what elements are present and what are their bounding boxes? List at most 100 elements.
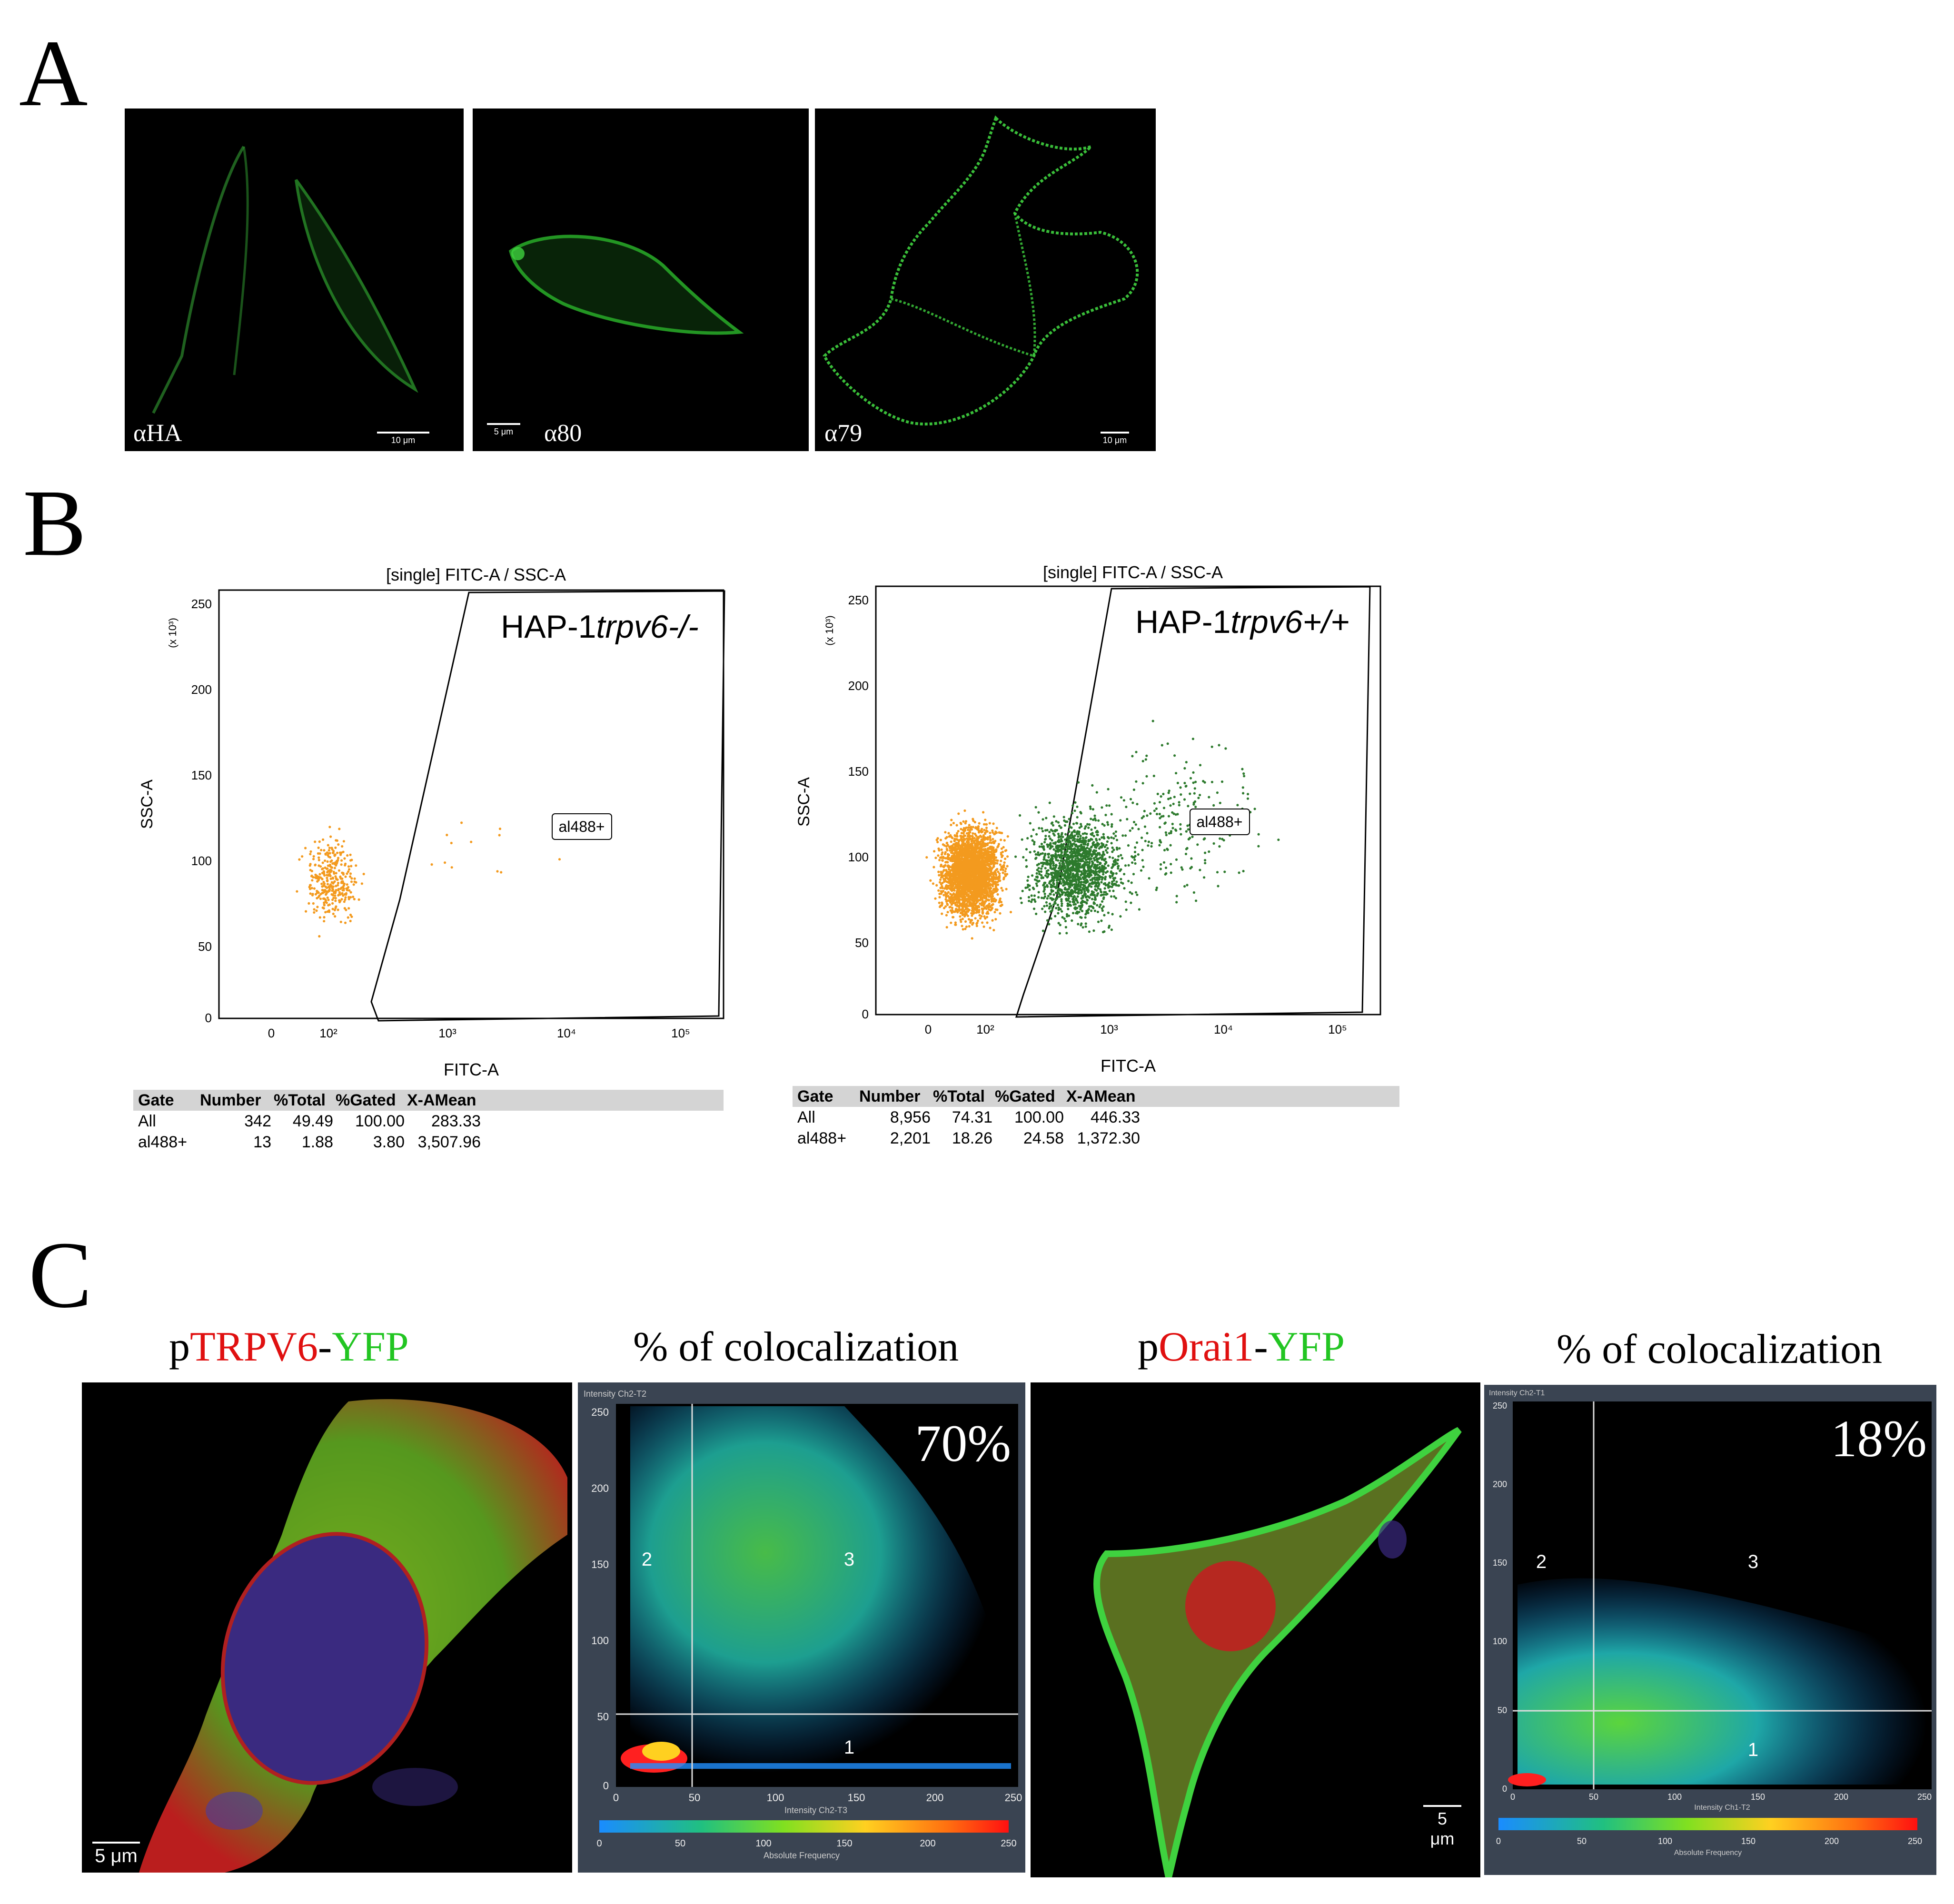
flow-event-dot — [1131, 755, 1134, 758]
flow-event-dot — [1069, 876, 1071, 879]
flow-event-dot — [1143, 809, 1146, 812]
flow-event-dot — [1034, 853, 1037, 856]
flow-event-dot — [309, 853, 312, 856]
flow-event-dot — [1061, 893, 1064, 896]
flow-event-dot — [1130, 901, 1132, 904]
flow-event-dot — [1166, 848, 1169, 851]
flow-event-dot — [1069, 851, 1071, 854]
flow-event-dot — [309, 884, 312, 887]
flow-event-dot — [1035, 833, 1038, 836]
svg-text:250: 250 — [191, 597, 212, 611]
flow-event-dot — [1141, 782, 1144, 785]
flow-event-dot — [1112, 879, 1115, 882]
flow-event-dot — [985, 858, 988, 860]
flow-event-dot — [1057, 908, 1060, 911]
flow-event-dot — [337, 889, 340, 892]
flow-event-dot — [1115, 846, 1118, 849]
flow-event-dot — [1075, 860, 1078, 863]
flow-event-dot — [1059, 908, 1062, 911]
colorbar — [1498, 1818, 1917, 1830]
flow-event-dot — [1077, 850, 1080, 854]
flow-event-dot — [975, 844, 978, 847]
flow-event-dot — [1098, 838, 1101, 841]
flow-event-dot — [1043, 892, 1046, 895]
flow-event-dot — [972, 912, 974, 915]
flow-event-dot — [967, 833, 970, 836]
flow-event-dot — [316, 889, 318, 892]
flow-event-dot — [1158, 801, 1161, 804]
flow-event-dot — [991, 876, 993, 878]
flow-event-dot — [1092, 929, 1095, 932]
flow-event-dot — [979, 876, 982, 879]
flow-event-dot — [1093, 859, 1096, 862]
flow-event-dot — [979, 895, 982, 898]
flow-event-dot — [1091, 838, 1093, 841]
flow-event-dot — [967, 875, 970, 878]
flow-event-dot — [1014, 855, 1017, 858]
flow-event-dot — [973, 837, 976, 839]
flow-event-dot — [997, 843, 1000, 846]
flow-event-dot — [986, 851, 989, 854]
flow-event-dot — [983, 831, 987, 834]
flow-event-dot — [1093, 881, 1096, 884]
flow-event-dot — [1078, 858, 1081, 861]
flow-event-dot — [1042, 863, 1045, 866]
panel-label-a: A — [19, 21, 88, 126]
flow-event-dot — [1170, 830, 1172, 833]
flow-event-dot — [1083, 827, 1086, 830]
flow-event-dot — [951, 844, 954, 847]
flow-event-dot — [1087, 853, 1091, 856]
flow-event-dot — [960, 878, 962, 881]
flow-event-dot — [1088, 862, 1091, 865]
flow-event-dot — [1120, 878, 1122, 880]
flow-event-dot — [1101, 864, 1104, 868]
flow-event-dot — [940, 848, 943, 851]
flow-event-dot — [1076, 805, 1079, 808]
flow-event-dot — [1001, 856, 1003, 858]
flow-event-dot — [1160, 863, 1162, 866]
flow-event-dot — [1140, 869, 1143, 872]
flow-event-dot — [329, 875, 332, 878]
flow-event-dot — [1095, 858, 1098, 861]
flow-event-dot — [341, 877, 344, 880]
flow-event-dot — [966, 908, 969, 910]
flow-event-dot — [1179, 823, 1182, 826]
flow-event-dot — [339, 875, 342, 878]
flow-event-dot — [1085, 870, 1088, 873]
flow-event-dot — [987, 882, 990, 885]
flow-event-dot — [318, 873, 321, 876]
flow-event-dot — [1004, 868, 1007, 870]
flow-event-dot — [988, 889, 991, 892]
flow-event-dot — [975, 922, 978, 925]
flow-event-dot — [958, 901, 961, 904]
flow-event-dot — [1162, 792, 1165, 796]
construct-title-orai1: pOrai1-YFP — [1138, 1324, 1345, 1370]
flow-event-dot — [1095, 839, 1098, 842]
coloc-scatter: Intensity Ch2-T1 250 200 150 100 50 0 0 … — [1489, 1389, 1932, 1857]
flow-event-dot — [976, 836, 979, 839]
flow-event-dot — [972, 890, 974, 893]
flow-event-dot — [1144, 839, 1147, 842]
flow-event-dot — [960, 869, 962, 872]
flow-event-dot — [950, 921, 952, 924]
flow-event-dot — [1123, 873, 1126, 876]
flow-event-dot — [1047, 895, 1050, 898]
flow-event-dot — [319, 898, 322, 900]
flow-event-dot — [1058, 835, 1061, 838]
flow-event-dot — [1058, 862, 1061, 865]
flow-event-dot — [318, 840, 321, 843]
flow-event-dot — [989, 839, 992, 841]
flow-event-dot — [1091, 882, 1094, 885]
flow-event-dot — [985, 884, 988, 887]
flow-event-dot — [1183, 798, 1186, 801]
flow-event-dot — [1059, 924, 1061, 927]
flow-event-dot — [1033, 850, 1036, 853]
flow-event-dot — [1112, 877, 1115, 880]
flow-event-dot — [1169, 844, 1172, 847]
flow-event-dot — [1114, 897, 1117, 899]
flow-event-dot — [324, 859, 327, 862]
flow-event-dot — [470, 840, 473, 843]
flow-event-dot — [1036, 875, 1039, 878]
flow-event-dot — [1032, 888, 1035, 890]
x-axis-label: FITC-A — [1101, 1056, 1156, 1075]
